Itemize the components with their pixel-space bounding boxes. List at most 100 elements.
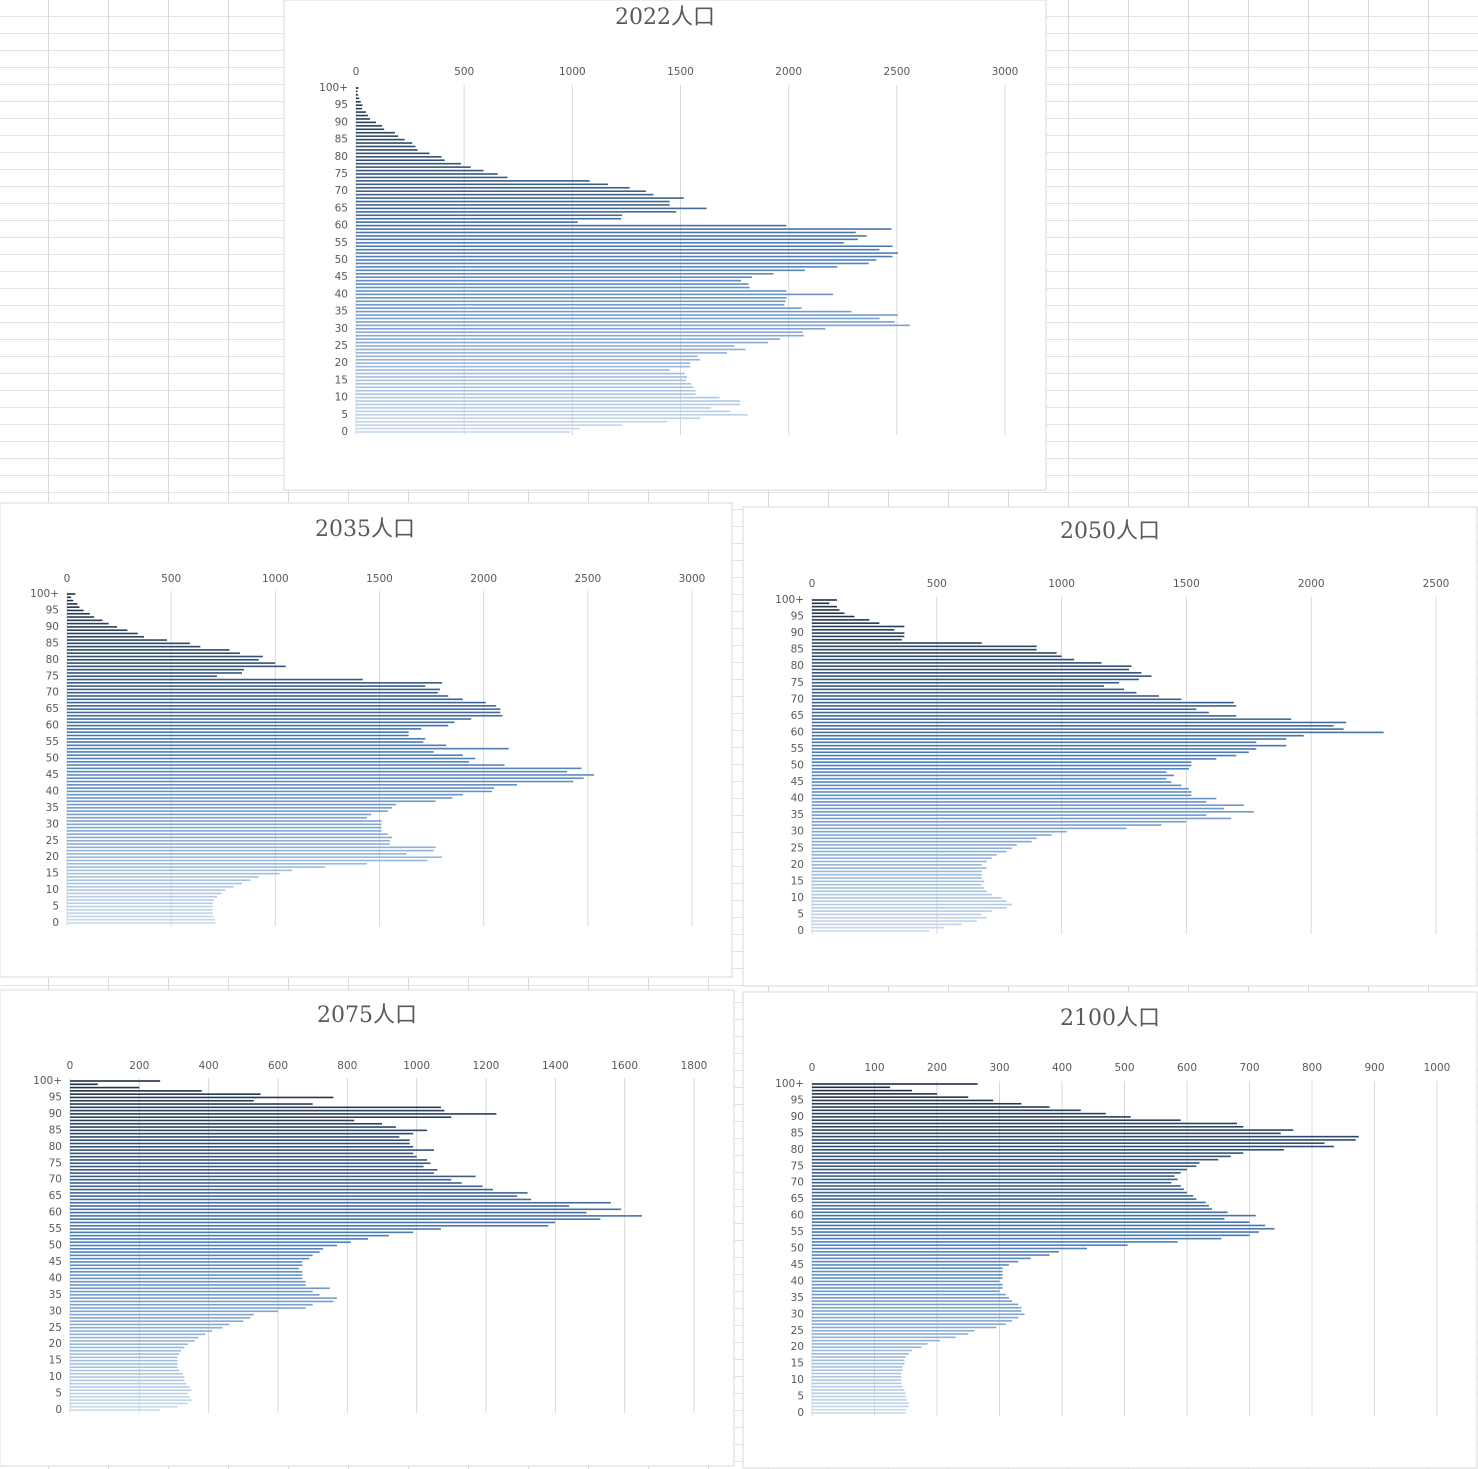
bar bbox=[356, 279, 742, 282]
y-tick-label: 60 bbox=[49, 1207, 62, 1219]
x-tick-label: 100 bbox=[864, 1062, 884, 1074]
bar bbox=[356, 125, 382, 127]
bar bbox=[67, 606, 80, 608]
bar bbox=[812, 1145, 1334, 1148]
bar bbox=[70, 1086, 140, 1089]
bar bbox=[67, 760, 470, 763]
x-tick-label: 1800 bbox=[681, 1060, 708, 1072]
bar bbox=[70, 1274, 303, 1276]
bar bbox=[70, 1386, 190, 1388]
bar bbox=[70, 1247, 324, 1250]
bar bbox=[812, 1349, 912, 1352]
bar bbox=[812, 1359, 905, 1362]
bar bbox=[70, 1294, 320, 1296]
x-tick-label: 800 bbox=[337, 1060, 357, 1072]
bar bbox=[812, 599, 837, 601]
y-tick-label: 20 bbox=[791, 1341, 804, 1353]
bar bbox=[70, 1211, 587, 1214]
bar bbox=[812, 698, 1182, 701]
bar bbox=[356, 248, 880, 251]
x-tick-label: 1500 bbox=[667, 66, 694, 78]
y-tick-label: 25 bbox=[791, 1325, 804, 1337]
bar bbox=[812, 622, 880, 624]
bar bbox=[812, 1392, 906, 1395]
bar bbox=[812, 754, 1237, 757]
bar bbox=[70, 1307, 306, 1309]
bar bbox=[812, 873, 982, 876]
bar bbox=[812, 738, 1287, 740]
bar bbox=[70, 1172, 434, 1174]
bar bbox=[67, 816, 367, 819]
bar bbox=[70, 1399, 192, 1401]
bar bbox=[812, 1260, 1019, 1263]
y-tick-label: 50 bbox=[791, 760, 804, 772]
bar bbox=[67, 714, 503, 717]
bar bbox=[356, 87, 359, 89]
x-tick-label: 1000 bbox=[403, 1060, 430, 1072]
bar bbox=[812, 1237, 1222, 1240]
bar bbox=[812, 850, 1007, 853]
bar bbox=[67, 882, 242, 885]
bar bbox=[356, 338, 781, 340]
bar bbox=[70, 1409, 161, 1411]
bar bbox=[70, 1290, 313, 1293]
y-tick-label: 0 bbox=[52, 917, 59, 929]
bar bbox=[812, 777, 1167, 780]
bar bbox=[70, 1192, 528, 1194]
y-tick-label: 10 bbox=[335, 392, 348, 404]
y-tick-label: 60 bbox=[46, 720, 59, 732]
y-tick-label: 20 bbox=[49, 1338, 62, 1350]
y-tick-label: 55 bbox=[791, 743, 804, 755]
bar bbox=[67, 609, 84, 612]
bar bbox=[812, 910, 992, 912]
bar bbox=[812, 781, 1172, 783]
y-tick-label: 65 bbox=[46, 703, 59, 715]
y-tick-label: 90 bbox=[335, 116, 348, 128]
bar bbox=[67, 685, 426, 687]
x-tick-label: 3000 bbox=[992, 66, 1019, 78]
bar bbox=[67, 731, 409, 733]
bar bbox=[812, 605, 837, 608]
y-tick-label: 45 bbox=[791, 1259, 804, 1271]
y-tick-label: 50 bbox=[335, 254, 348, 266]
x-tick-label: 200 bbox=[927, 1062, 947, 1074]
chart-panel bbox=[0, 502, 733, 978]
bar bbox=[70, 1238, 369, 1240]
bar bbox=[356, 321, 895, 323]
y-tick-label: 0 bbox=[797, 925, 804, 937]
y-tick-label: 45 bbox=[791, 776, 804, 788]
bar bbox=[356, 310, 852, 313]
y-tick-label: 10 bbox=[791, 892, 804, 904]
x-tick-label: 2000 bbox=[470, 573, 497, 585]
y-tick-label: 15 bbox=[791, 875, 804, 887]
x-tick-label: 1400 bbox=[542, 1060, 569, 1072]
bar bbox=[70, 1349, 181, 1352]
y-tick-label: 30 bbox=[791, 826, 804, 838]
bar bbox=[67, 728, 422, 730]
bar bbox=[356, 176, 508, 179]
bar bbox=[67, 807, 392, 809]
bar bbox=[812, 1254, 1050, 1256]
bar bbox=[812, 817, 1232, 820]
bar bbox=[67, 616, 95, 618]
x-tick-label: 1000 bbox=[1048, 578, 1075, 590]
bar bbox=[67, 682, 442, 684]
bar bbox=[356, 355, 698, 358]
bar bbox=[70, 1376, 185, 1378]
bar bbox=[812, 1329, 975, 1332]
bar bbox=[70, 1093, 261, 1095]
bar bbox=[67, 675, 217, 678]
y-tick-label: 15 bbox=[791, 1358, 804, 1370]
y-tick-label: 60 bbox=[791, 726, 804, 738]
bar bbox=[812, 642, 982, 644]
bar bbox=[67, 886, 234, 888]
y-tick-label: 55 bbox=[49, 1223, 62, 1235]
bar bbox=[356, 352, 728, 354]
bar bbox=[70, 1267, 299, 1270]
bar bbox=[812, 844, 1017, 846]
bar bbox=[812, 1195, 1194, 1197]
y-tick-label: 95 bbox=[335, 99, 348, 111]
bar bbox=[67, 849, 434, 852]
y-tick-label: 75 bbox=[46, 670, 59, 682]
y-tick-label: 90 bbox=[49, 1108, 62, 1120]
